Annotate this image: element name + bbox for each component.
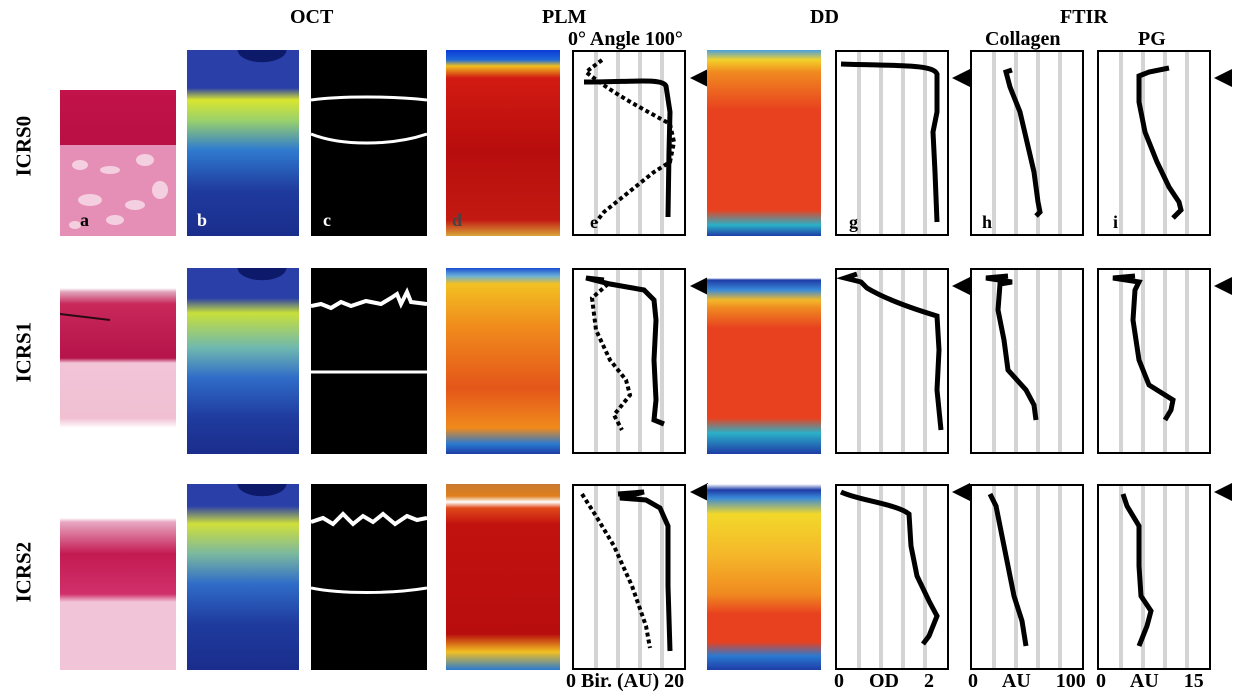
triangle-marker-icon bbox=[690, 69, 708, 87]
panel-letter-g: g bbox=[849, 212, 858, 232]
pg-profile-line bbox=[1112, 270, 1189, 452]
dd-profile-line bbox=[837, 270, 944, 452]
collagen-profile-line bbox=[987, 486, 1062, 668]
collagen-profile-plot: h bbox=[970, 50, 1084, 236]
panel-letter-a: a bbox=[80, 210, 89, 230]
triangle-marker-icon bbox=[1214, 69, 1232, 87]
header-oct: OCT bbox=[290, 6, 334, 28]
axis-label-pg-au: 0 AU 15 bbox=[1096, 670, 1204, 692]
triangle-marker-icon bbox=[952, 483, 970, 501]
triangle-marker-icon bbox=[1214, 483, 1232, 501]
histology-panel bbox=[60, 268, 176, 454]
pg-profile-line bbox=[1119, 486, 1189, 668]
axis-label-collagen-au: 0 AU 100 bbox=[968, 670, 1086, 692]
axis-label-birefringence: 0 Bir. (AU) 20 bbox=[566, 670, 685, 692]
dd-panel bbox=[707, 484, 821, 670]
oct-segmentation-panel bbox=[311, 268, 427, 454]
collagen-profile-plot bbox=[970, 484, 1084, 670]
dd-profile-plot: g bbox=[835, 50, 949, 236]
header-plm: PLM bbox=[542, 6, 587, 28]
segmentation-lines bbox=[311, 287, 427, 374]
bone-texture bbox=[60, 313, 111, 321]
pg-profile-line bbox=[1119, 52, 1189, 234]
histology-panel: a bbox=[60, 50, 176, 236]
panel-letter-e: e bbox=[590, 212, 598, 232]
header-pg: PG bbox=[1138, 28, 1166, 50]
plm-profile-plot bbox=[572, 484, 686, 670]
row-label-icrs2: ICRS2 bbox=[11, 541, 36, 603]
axis-label-optical-density: 0 OD 2 bbox=[834, 670, 934, 692]
plm-panel bbox=[446, 484, 560, 670]
oct-intensity-panel bbox=[187, 268, 299, 454]
panel-letter-c: c bbox=[323, 210, 331, 230]
header-angle: 0° Angle 100° bbox=[568, 28, 683, 50]
oct-segmentation-panel: c bbox=[311, 50, 427, 236]
segmentation-lines bbox=[311, 95, 427, 145]
triangle-marker-icon bbox=[952, 69, 970, 87]
dd-profile-plot bbox=[835, 268, 949, 454]
dd-panel bbox=[707, 50, 821, 236]
plm-profile-plot bbox=[572, 268, 686, 454]
bone-texture bbox=[69, 154, 168, 229]
panel-letter-d: d bbox=[452, 210, 463, 230]
row-label-icrs1: ICRS1 bbox=[11, 321, 36, 383]
panel-letter-h: h bbox=[982, 212, 993, 232]
panel-letter-i: i bbox=[1113, 212, 1119, 232]
dd-profile-line bbox=[840, 52, 940, 234]
header-ftir: FTIR bbox=[1060, 6, 1108, 28]
plm-profile-lines bbox=[585, 270, 665, 452]
dd-profile-plot bbox=[835, 484, 949, 670]
dd-panel bbox=[707, 268, 821, 454]
header-collagen: Collagen bbox=[985, 28, 1061, 50]
row-label-icrs0: ICRS0 bbox=[11, 115, 36, 177]
pg-profile-plot bbox=[1097, 484, 1211, 670]
plm-panel bbox=[446, 268, 560, 454]
collagen-profile-line bbox=[985, 270, 1062, 452]
triangle-marker-icon bbox=[690, 483, 708, 501]
header-dd: DD bbox=[810, 6, 839, 28]
plm-profile-lines bbox=[580, 486, 673, 668]
panel-letter-b: b bbox=[197, 210, 208, 230]
pg-profile-plot bbox=[1097, 268, 1211, 454]
histology-panel bbox=[60, 484, 176, 670]
collagen-profile-plot bbox=[970, 268, 1084, 454]
triangle-marker-icon bbox=[690, 277, 708, 295]
collagen-profile-line bbox=[992, 52, 1062, 234]
segmentation-lines bbox=[311, 511, 427, 594]
triangle-marker-icon bbox=[1214, 277, 1232, 295]
oct-intensity-panel: b bbox=[187, 50, 299, 236]
pg-profile-plot: i bbox=[1097, 50, 1211, 236]
plm-panel: d bbox=[446, 50, 560, 236]
plm-profile-plot: e bbox=[572, 50, 686, 236]
oct-intensity-panel bbox=[187, 484, 299, 670]
dd-profile-line bbox=[839, 486, 940, 668]
triangle-marker-icon bbox=[952, 277, 970, 295]
plm-profile-lines bbox=[582, 52, 677, 234]
oct-segmentation-panel bbox=[311, 484, 427, 670]
